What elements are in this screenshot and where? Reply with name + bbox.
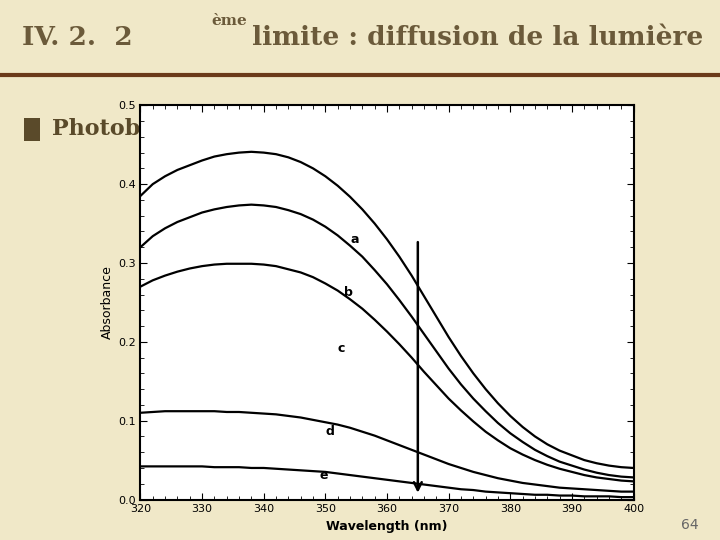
Text: IV. 2.  2: IV. 2. 2 bbox=[22, 25, 132, 50]
Text: c: c bbox=[338, 342, 345, 355]
X-axis label: Wavelength (nm): Wavelength (nm) bbox=[326, 520, 448, 533]
Text: e: e bbox=[319, 469, 328, 482]
Text: a: a bbox=[350, 233, 359, 246]
Text: limite : diffusion de la lumière: limite : diffusion de la lumière bbox=[243, 25, 703, 50]
Text: d: d bbox=[325, 425, 334, 438]
Text: ème: ème bbox=[211, 14, 247, 28]
Bar bbox=[24, 118, 40, 140]
Text: b: b bbox=[344, 286, 353, 300]
Y-axis label: Absorbance: Absorbance bbox=[101, 266, 114, 339]
Text: 64: 64 bbox=[681, 518, 698, 532]
Text: Photoblanchiment (« photobleaching »): Photoblanchiment (« photobleaching ») bbox=[52, 118, 546, 140]
